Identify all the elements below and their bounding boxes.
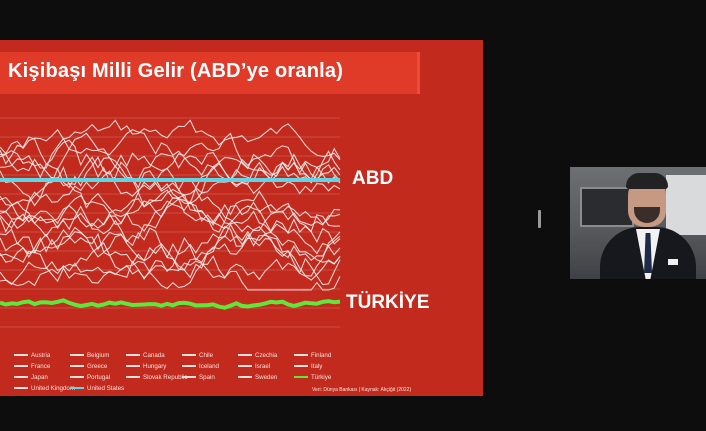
legend-swatch xyxy=(126,354,140,357)
legend-swatch xyxy=(126,376,140,379)
legend-label: Türkiye xyxy=(311,374,332,381)
legend-swatch xyxy=(294,376,308,379)
speaker-beard xyxy=(634,207,660,223)
legend-label: Sweden xyxy=(255,374,278,381)
legend-swatch xyxy=(182,354,196,357)
legend-label: France xyxy=(31,363,51,370)
legend-item-czechia: Czechia xyxy=(238,352,277,359)
legend-label: United Kingdom xyxy=(31,385,76,392)
chart-legend: Austria Belgium Canada Chile Czechia Finland F… xyxy=(14,352,344,396)
legend-swatch xyxy=(182,365,196,368)
series-line-turkiye xyxy=(0,298,341,310)
legend-item-sweden: Sweden xyxy=(238,374,277,381)
speaker-tie xyxy=(644,233,652,273)
legend-item-iceland: Iceland xyxy=(182,363,219,370)
legend-item-austria: Austria xyxy=(14,352,50,359)
legend-label: Canada xyxy=(143,352,165,359)
office-wall xyxy=(666,175,706,235)
legend-swatch xyxy=(126,365,140,368)
income-chart xyxy=(0,117,341,328)
speaker-video-tile[interactable] xyxy=(570,167,706,279)
legend-swatch xyxy=(238,354,252,357)
legend-item-portugal: Portugal xyxy=(70,374,110,381)
legend-swatch xyxy=(294,365,308,368)
legend-label: Austria xyxy=(31,352,51,359)
series-line-united-kingdom xyxy=(0,242,341,291)
legend-item-finland: Finland xyxy=(294,352,331,359)
legend-item-slovak-republic: Slovak Republic xyxy=(126,374,187,381)
legend-swatch xyxy=(70,376,84,379)
legend-swatch xyxy=(70,354,84,357)
abd-label: ABD xyxy=(352,168,394,189)
legend-label: Japan xyxy=(31,374,48,381)
speaker-hair xyxy=(626,173,668,189)
legend-swatch xyxy=(238,365,252,368)
series-line-slovak-republic xyxy=(0,196,341,245)
chart-source: Veri: Dünya Bankası | Kaynak: Akçiğit (2… xyxy=(312,387,412,393)
series-line-israel xyxy=(0,132,341,184)
series-line-france xyxy=(0,226,341,279)
legend-swatch xyxy=(294,354,308,357)
pocket-square xyxy=(668,259,678,265)
series-line-czechia xyxy=(0,188,341,233)
series-line-austria xyxy=(0,119,341,161)
legend-item-canada: Canada xyxy=(126,352,165,359)
legend-label: Czechia xyxy=(255,352,278,359)
legend-item-united-kingdom: United Kingdom xyxy=(14,385,75,392)
slide-title: Kişibaşı Milli Gelir (ABD’ye oranla) xyxy=(8,60,344,82)
legend-label: United States xyxy=(87,385,125,392)
series-line-belgium xyxy=(0,150,341,187)
legend-item-italy: Italy xyxy=(294,363,322,370)
legend-swatch xyxy=(14,354,28,357)
legend-item-spain: Spain xyxy=(182,374,215,381)
series-line-sweden xyxy=(0,231,341,271)
series-line-italy xyxy=(0,139,341,194)
office-window xyxy=(580,187,634,227)
series-line-spain xyxy=(0,223,341,284)
legend-item-france: France xyxy=(14,363,50,370)
legend-label: Israel xyxy=(255,363,271,370)
legend-item-japan: Japan xyxy=(14,374,48,381)
legend-swatch xyxy=(14,365,28,368)
series-line-finland xyxy=(0,198,341,255)
turkiye-label: TÜRKİYE xyxy=(346,292,430,313)
legend-item-türkiye: Türkiye xyxy=(294,374,331,381)
legend-label: Iceland xyxy=(199,363,219,370)
series-line-japan xyxy=(0,170,341,207)
legend-label: Spain xyxy=(199,374,215,381)
shared-slide: Kişibaşı Milli Gelir (ABD’ye oranla) ABD… xyxy=(0,40,483,396)
legend-label: Chile xyxy=(199,352,214,359)
legend-swatch xyxy=(14,387,28,390)
split-resize-handle[interactable] xyxy=(538,210,541,228)
legend-label: Finland xyxy=(311,352,332,359)
legend-swatch xyxy=(70,387,84,390)
series-line-hungary xyxy=(0,256,341,287)
legend-item-belgium: Belgium xyxy=(70,352,109,359)
legend-item-israel: Israel xyxy=(238,363,270,370)
legend-swatch xyxy=(14,376,28,379)
series-line-greece xyxy=(0,225,341,286)
legend-label: Belgium xyxy=(87,352,110,359)
legend-label: Hungary xyxy=(143,363,167,370)
legend-item-hungary: Hungary xyxy=(126,363,166,370)
legend-label: Greece xyxy=(87,363,108,370)
legend-label: Portugal xyxy=(87,374,111,381)
legend-swatch xyxy=(238,376,252,379)
legend-swatch xyxy=(70,365,84,368)
legend-item-chile: Chile xyxy=(182,352,213,359)
legend-swatch xyxy=(182,376,196,379)
series-line-portugal xyxy=(0,190,341,230)
legend-item-greece: Greece xyxy=(70,363,107,370)
legend-label: Italy xyxy=(311,363,323,370)
slide-title-bar: Kişibaşı Milli Gelir (ABD’ye oranla) xyxy=(0,52,420,94)
legend-item-united-states: United States xyxy=(70,385,124,392)
legend-label: Slovak Republic xyxy=(143,374,188,381)
